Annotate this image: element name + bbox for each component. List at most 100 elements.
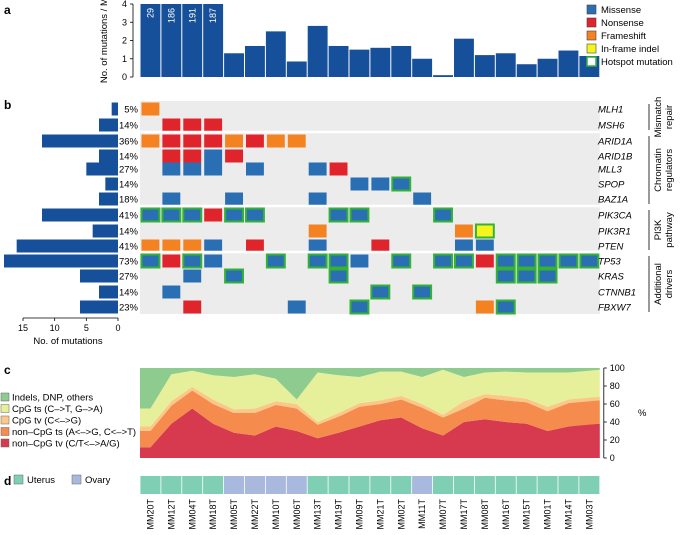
tissue-cell-MM14T bbox=[558, 476, 579, 494]
panel-c-spectrum-chart: 0 20 40 60 80 100% bbox=[140, 363, 647, 463]
cell-MLL3-MM22T-missense bbox=[246, 162, 264, 176]
tissue-cell-MM18T bbox=[203, 476, 224, 494]
cell-PTEN-MM13T-missense bbox=[308, 239, 327, 253]
cell-BAZ1A-MM05T-missense bbox=[225, 192, 243, 206]
cell-MSH6-MM04T-nonsense bbox=[183, 118, 202, 132]
cell-BAZ1A-MM11T-missense bbox=[413, 192, 432, 206]
tissue-cell-MM07T bbox=[433, 476, 454, 494]
cell-MSH6-MM12T-nonsense bbox=[162, 118, 181, 132]
cell-ARID1A-MM04T-nonsense bbox=[183, 134, 202, 148]
cell-PTEN-MM18T-missense bbox=[204, 239, 223, 253]
tissue-cell-MM04T bbox=[182, 476, 203, 494]
cell-TP53-MM09T-missense bbox=[350, 254, 369, 268]
cell-TP53-MM07T-hotspot bbox=[433, 253, 454, 269]
tissue-cell-MM05T bbox=[224, 476, 245, 494]
legend-label-3: In-frame indel bbox=[601, 44, 659, 55]
bar-MM04T bbox=[182, 4, 203, 77]
tissue-cell-MM12T bbox=[161, 476, 182, 494]
cell-PIK3R1-MM13T-frameshift bbox=[308, 224, 327, 238]
bar-value-label: 191 bbox=[187, 8, 197, 23]
area-1 bbox=[140, 390, 600, 448]
count-bar-BAZ1A bbox=[99, 192, 118, 206]
cell-PIK3CA-MM20T-hotspot bbox=[140, 207, 161, 223]
cell-PTEN-MM20T-frameshift bbox=[141, 239, 160, 253]
group-label: pathway bbox=[664, 212, 675, 248]
panel-a-legend: Missense Nonsense Frameshift In-frame indel… bbox=[586, 4, 673, 68]
sample-label-MM05T: MM05T bbox=[229, 499, 239, 530]
bar-value-label: 186 bbox=[166, 8, 176, 23]
sample-label-MM21T: MM21T bbox=[375, 499, 385, 530]
tissue-cell-MM17T bbox=[453, 476, 474, 494]
cell-ARID1B-MM04T-nonsense bbox=[183, 149, 202, 163]
cell-PIK3CA-MM12T-hotspot bbox=[161, 207, 182, 223]
panel-a-tmb-chart: 0 1 2 3 4 No. of mutations / Mb 29 186 191 187 bbox=[99, 0, 600, 83]
group-label: repair bbox=[664, 105, 675, 129]
panel-d-tissue-strip: Uterus Ovary MM20T MM12T MM04T MM18T MM05T MM22… bbox=[13, 474, 600, 530]
cell-PTEN-MM12T-frameshift bbox=[162, 239, 181, 253]
tissue-cell-MM15T bbox=[516, 476, 537, 494]
legend-label-4: Hotspot mutation bbox=[601, 57, 673, 68]
cell-TP53-MM04T-hotspot bbox=[182, 253, 203, 269]
count-bar-ARID1A bbox=[42, 134, 118, 148]
cell-FBXW7-MM16T-hotspot bbox=[495, 299, 516, 315]
cell-CTNNB1-MM12T-missense bbox=[162, 285, 181, 299]
bar-MM11T bbox=[412, 58, 433, 77]
y-tick-label: 1 bbox=[122, 54, 127, 64]
bar-MM08T bbox=[474, 55, 495, 77]
bar-MM16T bbox=[495, 53, 516, 77]
panel-label-d: d bbox=[4, 474, 11, 488]
cell-TP53-MM16T-hotspot bbox=[495, 253, 516, 269]
cell-PIK3R1-MM08T-inframe bbox=[474, 223, 495, 239]
cell-CTNNB1-MM11T-hotspot bbox=[412, 284, 433, 300]
bar-MM02T bbox=[391, 45, 412, 77]
cell-KRAS-MM05T-hotspot bbox=[224, 268, 245, 284]
count-bar-CTNNB1 bbox=[99, 285, 118, 299]
cell-KRAS-MM15T-hotspot bbox=[516, 268, 537, 284]
cell-TP53-MM20T-hotspot bbox=[140, 253, 161, 269]
cell-TP53-MM18T-missense bbox=[204, 254, 223, 268]
tissue-cell-MM11T bbox=[412, 476, 433, 494]
y-tick-label: 3 bbox=[122, 17, 127, 27]
spectrum-legend-label: CpG ts (C–>T, G–>A) bbox=[12, 404, 103, 415]
group-label: Chromatin bbox=[653, 148, 664, 192]
sample-label-MM06T: MM06T bbox=[292, 499, 302, 530]
gene-label-MLH1: MLH1 bbox=[598, 105, 623, 116]
spectrum-legend-swatch bbox=[0, 404, 10, 413]
cell-TP53-MM02T-hotspot bbox=[391, 253, 412, 269]
count-bar-PIK3CA bbox=[42, 208, 118, 222]
gene-label-ARID1A: ARID1A bbox=[597, 137, 632, 148]
sample-label-MM04T: MM04T bbox=[187, 499, 197, 530]
cell-TP53-MM15T-hotspot bbox=[516, 253, 537, 269]
spectrum-legend-swatch bbox=[0, 438, 10, 448]
cell-PIK3R1-MM17T-frameshift bbox=[455, 224, 473, 238]
y-axis-title: No. of mutations / Mb bbox=[99, 0, 110, 83]
cell-PTEN-MM17T-missense bbox=[455, 239, 473, 253]
gene-label-KRAS: KRAS bbox=[598, 272, 625, 283]
gene-label-FBXW7: FBXW7 bbox=[598, 303, 631, 314]
sample-label-MM11T: MM11T bbox=[417, 499, 427, 529]
count-bar-PIK3R1 bbox=[92, 224, 118, 238]
gene-label-TP53: TP53 bbox=[598, 257, 621, 268]
tissue-cell-MM08T bbox=[474, 476, 495, 494]
count-bar-MLL3 bbox=[86, 162, 118, 176]
gene-label-PIK3CA: PIK3CA bbox=[598, 211, 632, 222]
right-tick-label: 20 bbox=[610, 435, 620, 445]
gene-label-SPOP: SPOP bbox=[598, 180, 625, 191]
cell-MLL3-MM13T-missense bbox=[308, 162, 327, 176]
sample-label-MM03T: MM03T bbox=[584, 499, 594, 530]
gene-label-CTNNB1: CTNNB1 bbox=[598, 288, 636, 299]
bar-MM12T bbox=[161, 4, 182, 77]
gene-label-BAZ1A: BAZ1A bbox=[598, 195, 628, 206]
panel-label-c: c bbox=[4, 363, 11, 377]
panel-label-a: a bbox=[4, 3, 11, 17]
cell-BAZ1A-MM13T-missense bbox=[308, 192, 327, 206]
bar-MM17T bbox=[454, 38, 474, 77]
cell-MLL3-MM04T-missense bbox=[183, 162, 202, 176]
cell-PIK3CA-MM09T-hotspot bbox=[349, 207, 370, 223]
sample-label-MM15T: MM15T bbox=[522, 499, 532, 530]
tissue-cell-MM01T bbox=[537, 476, 558, 494]
gene-label-ARID1B: ARID1B bbox=[597, 152, 633, 163]
group-label: regulators bbox=[664, 149, 675, 191]
gene-label-MLL3: MLL3 bbox=[598, 165, 622, 176]
